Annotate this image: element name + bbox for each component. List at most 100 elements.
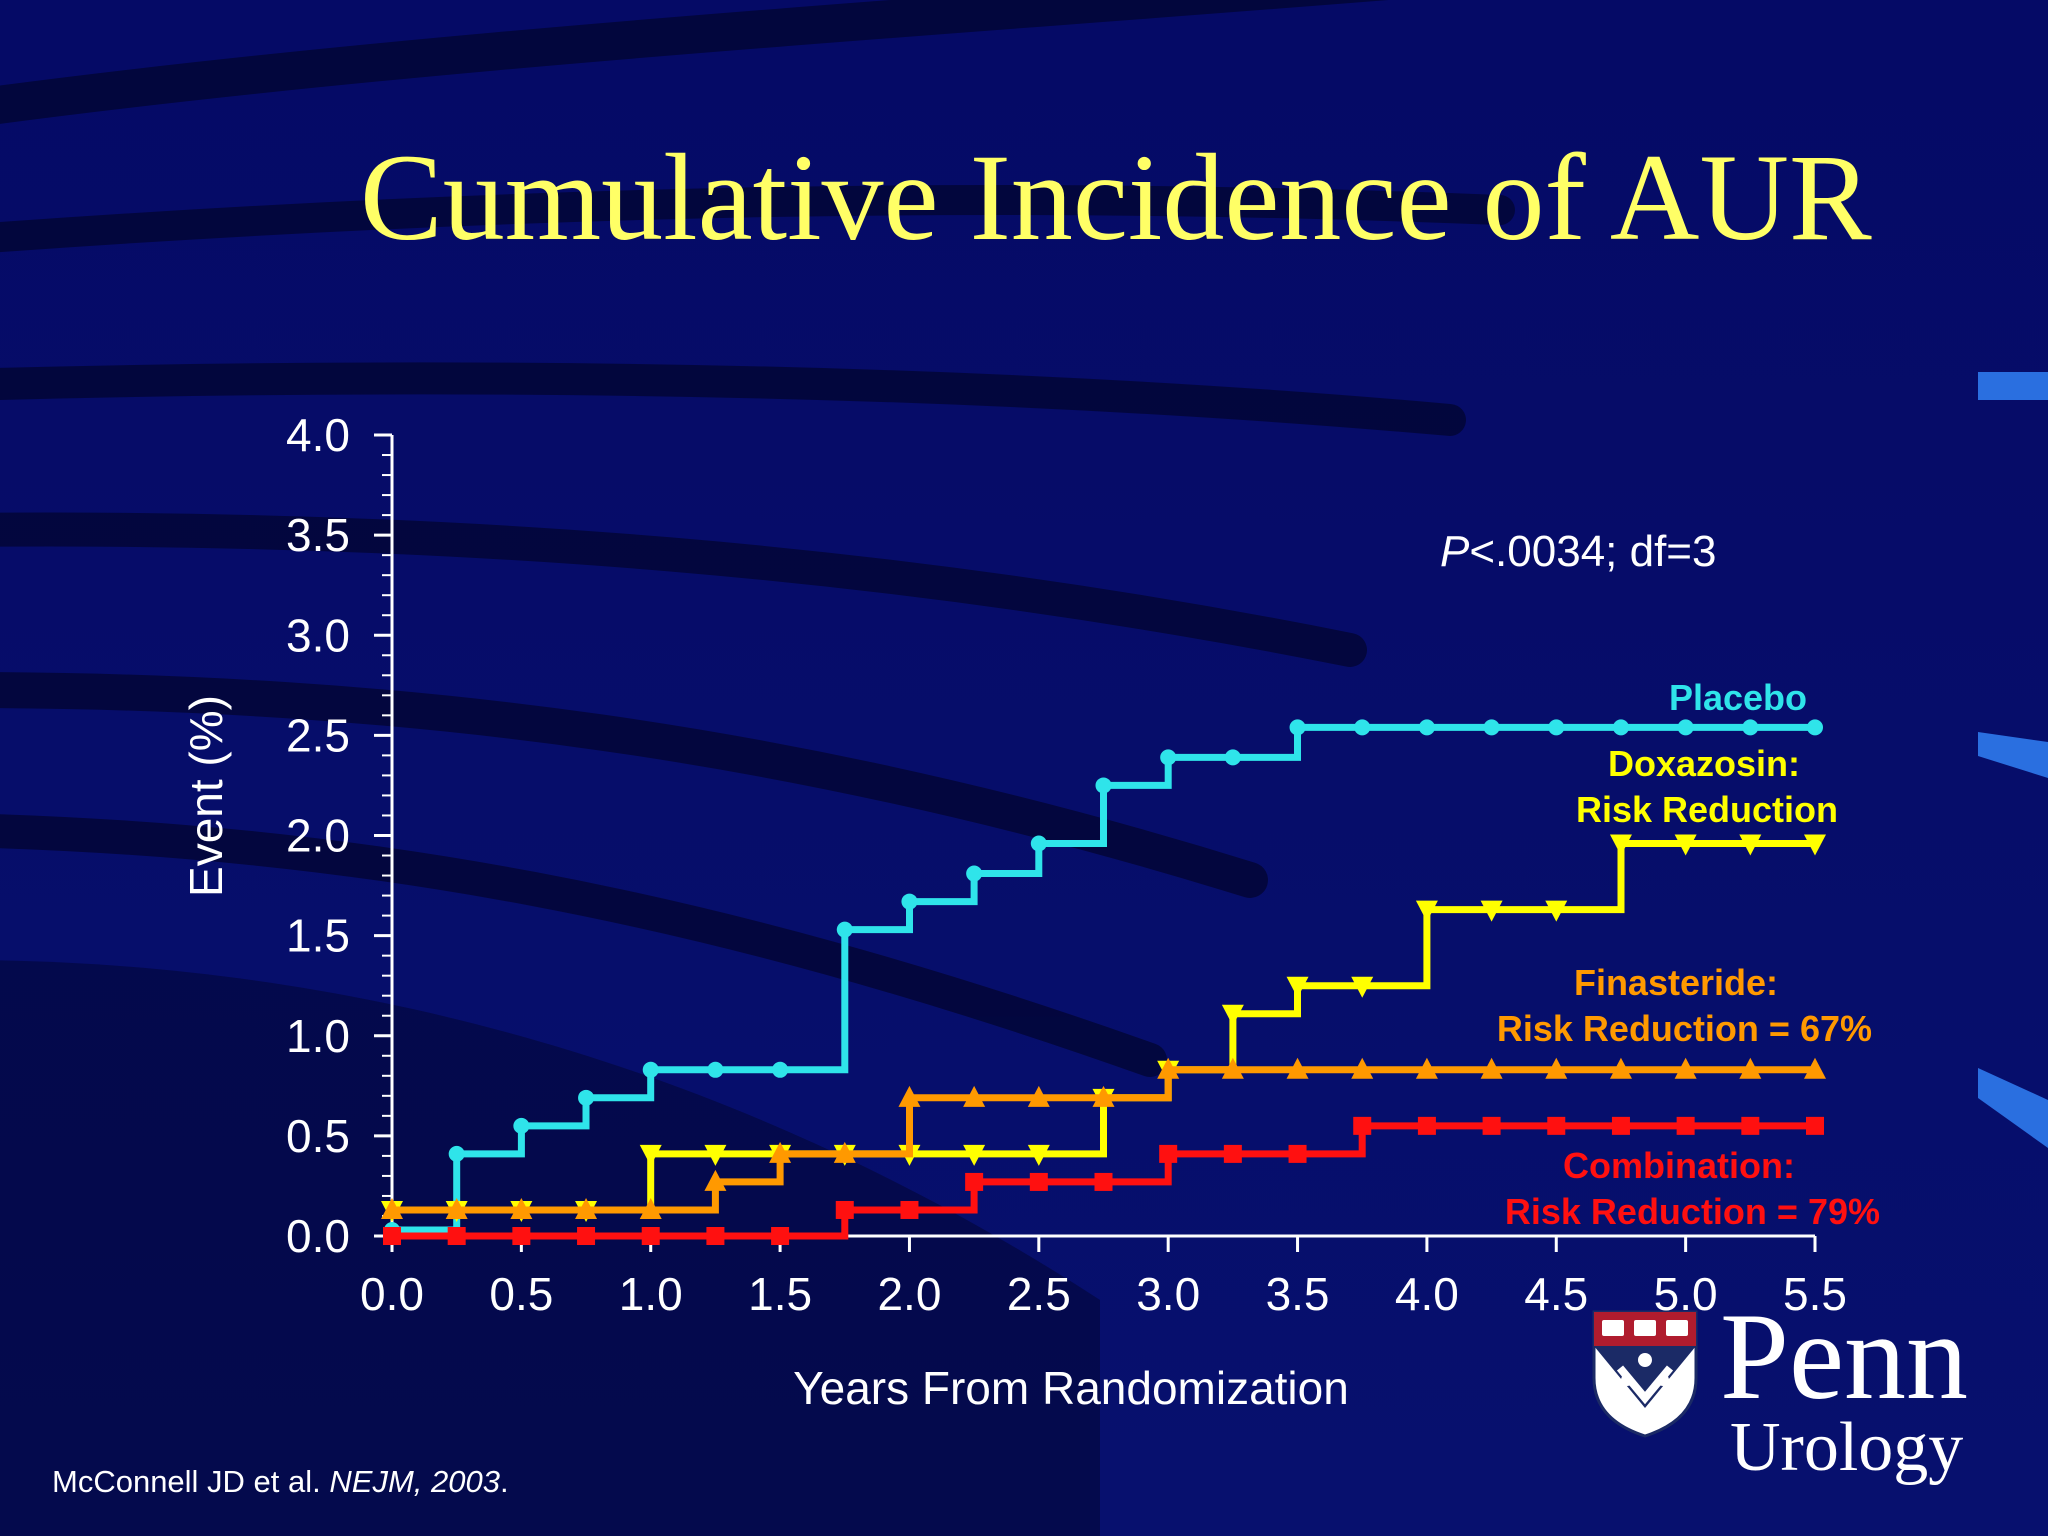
y-tick-label: 0.5 [286, 1110, 350, 1162]
data-point-finasteride [1480, 1057, 1503, 1079]
data-point-combination [900, 1200, 919, 1219]
data-point-doxazosin [1286, 976, 1309, 998]
data-point-finasteride [575, 1197, 598, 1219]
data-point-doxazosin [1609, 834, 1632, 856]
chart-series-labels: Placebo Doxazosin: Risk Reduction Finasteri… [1497, 677, 1880, 1232]
slide-title: Cumulative Incidence of AUR [360, 129, 1872, 266]
data-point-placebo [1807, 719, 1823, 736]
y-tick-label: 0.0 [286, 1210, 350, 1262]
data-point-finasteride [1351, 1057, 1374, 1079]
citation-authors: McConnell JD et al. [52, 1464, 330, 1499]
data-point-doxazosin [1739, 834, 1762, 856]
series-label-combination: Combination: [1563, 1145, 1795, 1186]
data-point-finasteride [639, 1197, 662, 1219]
x-tick-label: 2.5 [1007, 1268, 1071, 1320]
penn-urology-logo: Penn Urology [1590, 1292, 2010, 1500]
data-point-combination [447, 1227, 466, 1245]
data-point-doxazosin [1027, 1144, 1050, 1166]
x-tick-label: 2.0 [877, 1268, 941, 1320]
series-finasteride [381, 1057, 1826, 1219]
data-point-doxazosin [963, 1144, 986, 1166]
data-point-finasteride [1157, 1057, 1180, 1079]
data-point-finasteride [1286, 1057, 1309, 1079]
citation-end: . [499, 1464, 509, 1499]
x-tick-label: 4.5 [1524, 1268, 1588, 1320]
series-label-doxazosin: Risk Reduction [1576, 789, 1838, 830]
data-point-combination [706, 1227, 725, 1245]
data-point-placebo [772, 1061, 789, 1078]
series-combination [383, 1116, 1824, 1245]
x-axis-title: Years From Randomization [793, 1362, 1349, 1414]
data-point-placebo [966, 865, 983, 882]
y-tick-label: 1.5 [286, 910, 350, 962]
logo-word: Penn [1720, 1288, 1968, 1425]
data-point-placebo [1160, 749, 1177, 766]
series-line-placebo [392, 723, 1815, 1234]
y-tick-label: 3.0 [286, 609, 350, 661]
data-point-combination [1482, 1116, 1501, 1135]
x-tick-label: 5.5 [1783, 1268, 1847, 1320]
data-point-finasteride [1092, 1085, 1115, 1107]
data-point-finasteride [1545, 1057, 1568, 1079]
data-point-combination [1029, 1172, 1048, 1191]
data-point-placebo [1742, 719, 1759, 736]
x-tick-label: 0.5 [489, 1268, 553, 1320]
data-point-placebo [513, 1117, 530, 1134]
data-point-finasteride [1804, 1057, 1826, 1079]
penn-shield-icon [1592, 1310, 1698, 1438]
data-point-placebo [1095, 777, 1112, 794]
y-tick-label: 3.5 [286, 509, 350, 561]
data-point-combination [1223, 1144, 1242, 1163]
data-point-finasteride [1609, 1057, 1632, 1079]
data-point-combination [835, 1200, 854, 1219]
data-point-placebo [578, 1089, 595, 1106]
data-point-finasteride [381, 1197, 403, 1219]
data-point-combination [1741, 1116, 1760, 1135]
data-point-placebo [642, 1061, 659, 1078]
data-point-combination [965, 1172, 984, 1191]
data-point-doxazosin [1480, 900, 1503, 922]
data-point-placebo [1548, 719, 1565, 736]
logo-subword: Urology [1730, 1409, 1964, 1486]
y-tick-label: 2.5 [286, 709, 350, 761]
data-point-doxazosin [1545, 900, 1568, 922]
citation: McConnell JD et al. NEJM, 2003. [52, 1464, 509, 1500]
data-point-placebo [836, 921, 853, 938]
x-tick-label: 3.0 [1136, 1268, 1200, 1320]
y-tick-label: 2.0 [286, 810, 350, 862]
data-point-combination [1159, 1144, 1178, 1163]
data-point-placebo [1612, 719, 1629, 736]
data-point-doxazosin [1221, 1004, 1244, 1026]
data-point-finasteride [963, 1085, 986, 1107]
data-point-placebo [1483, 719, 1500, 736]
series-label-finasteride: Risk Reduction = 67% [1497, 1008, 1872, 1049]
data-point-combination [641, 1227, 660, 1245]
data-point-finasteride [704, 1169, 727, 1191]
y-tick-label: 4.0 [286, 409, 350, 461]
data-point-combination [1353, 1116, 1372, 1135]
data-point-finasteride [445, 1197, 468, 1219]
series-label-placebo: Placebo [1669, 677, 1807, 718]
data-point-combination [1094, 1172, 1113, 1191]
data-point-placebo [1418, 719, 1435, 736]
x-tick-label: 0.0 [360, 1268, 424, 1320]
data-point-finasteride [833, 1141, 856, 1163]
data-point-combination [1547, 1116, 1566, 1135]
data-point-doxazosin [1351, 976, 1374, 998]
data-point-finasteride [1415, 1057, 1438, 1079]
data-point-finasteride [1674, 1057, 1697, 1079]
data-point-placebo [1030, 835, 1047, 852]
data-point-finasteride [510, 1197, 533, 1219]
chart-axes: 0.0 0.5 1.0 1.5 2.0 2.5 3.0 3.5 4.0 0.0 0.5 1.0 1.5 2… [286, 409, 1847, 1320]
data-point-combination [577, 1227, 596, 1245]
data-point-placebo [1224, 749, 1241, 766]
series-label-finasteride: Finasteride: [1574, 962, 1778, 1003]
data-point-doxazosin [1674, 834, 1697, 856]
data-point-finasteride [1221, 1057, 1244, 1079]
data-point-combination [1288, 1144, 1307, 1163]
data-point-placebo [901, 893, 918, 910]
y-axis-title: Event (%) [180, 695, 232, 897]
data-point-doxazosin [1804, 834, 1826, 856]
x-tick-label: 1.0 [619, 1268, 683, 1320]
